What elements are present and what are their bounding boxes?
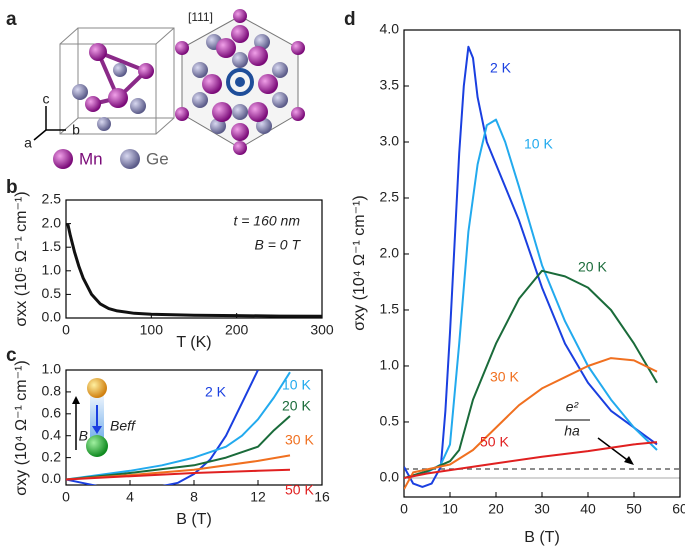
series-line (66, 223, 322, 318)
y-tick-label: 0.8 (42, 383, 62, 399)
plot-frame (403, 29, 681, 498)
series-line (66, 415, 291, 481)
panel-label: b (6, 177, 18, 198)
axis-a: a (24, 135, 32, 151)
y-tick-label: 1.0 (42, 262, 62, 278)
x-tick-label: 4 (126, 489, 134, 505)
series-label: 2 K (490, 60, 512, 76)
y-tick-label: 0.0 (42, 470, 62, 486)
x-tick-label: 60 (672, 501, 685, 517)
y-axis-title: σxy (10⁴ Ω⁻¹ cm⁻¹) (351, 195, 368, 330)
plot-frame (65, 369, 323, 486)
reference-numerator: e² (566, 399, 580, 415)
x-tick-label: 40 (580, 501, 596, 517)
plot-frame (65, 199, 323, 319)
x-tick-label: 0 (62, 489, 70, 505)
x-tick-label: 10 (442, 501, 458, 517)
series-label: 50 K (285, 482, 314, 498)
x-tick-label: 200 (225, 322, 249, 338)
arrow-head (624, 456, 634, 465)
y-tick-label: 0.0 (380, 469, 400, 485)
chart-panel: b 0 100 200 300 0.0 0.5 1.0 1.5 2.0 2.5 T (K) σxx (1… (6, 177, 334, 351)
species-label: Ge (146, 149, 169, 168)
x-axis-title: T (K) (176, 334, 211, 351)
x-axis-title: B (T) (176, 511, 212, 528)
y-tick-label: 0.5 (42, 285, 62, 301)
y-tick-label: 0.5 (380, 413, 400, 429)
y-tick-label: 1.0 (380, 357, 400, 373)
y-tick-label: 3.5 (380, 77, 400, 93)
direction-label: [111] (188, 10, 213, 24)
x-tick-label: 12 (250, 489, 266, 505)
annotation: B (79, 428, 88, 444)
y-tick-label: 2.5 (42, 191, 62, 207)
series-line (66, 370, 259, 485)
axes-triad (33, 106, 66, 141)
y-tick-label: 1.5 (42, 238, 62, 254)
series-label: 10 K (524, 136, 553, 152)
y-tick-label: 0.4 (42, 426, 62, 442)
series-label: 30 K (490, 369, 519, 385)
x-tick-label: 0 (62, 322, 70, 338)
species-label: Mn (79, 149, 103, 168)
series-line (66, 371, 291, 481)
x-axis-title: B (T) (524, 529, 560, 546)
y-axis-title: σxy (10⁴ Ω⁻¹ cm⁻¹) (13, 360, 30, 495)
panel-label: c (6, 345, 17, 366)
panel-a: a c a b [111] (6, 9, 305, 169)
arrow (597, 437, 631, 463)
y-tick-label: 0.2 (42, 448, 62, 464)
y-tick-label: 3.0 (380, 133, 400, 149)
y-tick-label: 4.0 (380, 21, 400, 37)
inset-c (72, 378, 108, 457)
y-tick-label: 1.0 (42, 361, 62, 377)
series-line (404, 357, 658, 490)
series-line (404, 269, 658, 479)
axis-b: b (72, 122, 80, 138)
x-tick-label: 8 (190, 489, 198, 505)
series-label: 10 K (282, 377, 311, 393)
series-label: 50 K (480, 434, 509, 450)
reference-denominator: ha (564, 423, 580, 439)
x-tick-label: 30 (534, 501, 550, 517)
chart-panel: d 0 10 20 30 40 50 60 0.0 0.5 1.0 1.5 2.0 2.5 3.0 3.5 4.… (344, 9, 685, 546)
atoms (72, 43, 154, 131)
x-tick-label: 16 (314, 489, 330, 505)
hex-structure (175, 9, 305, 155)
series-label: 2 K (205, 384, 227, 400)
cube-structure (59, 27, 175, 135)
annotation: Beff (110, 418, 137, 434)
axis-c: c (43, 91, 50, 107)
ge-swatch (120, 149, 140, 169)
series-label: 30 K (285, 432, 314, 448)
y-axis-title: σxx (10⁵ Ω⁻¹ cm⁻¹) (13, 191, 30, 326)
panel-label: d (344, 9, 356, 30)
mn-swatch (53, 149, 73, 169)
x-tick-label: 50 (626, 501, 642, 517)
y-tick-label: 2.0 (42, 214, 62, 230)
series-label: 20 K (282, 398, 311, 414)
annotation: B = 0 T (254, 237, 301, 253)
y-tick-label: 2.0 (380, 245, 400, 261)
chart-panel: c 0 4 8 12 16 0.0 0.2 0.4 0.6 0.8 1.0 B (T) σxy (10⁴ … (6, 345, 330, 528)
y-tick-label: 1.5 (380, 301, 400, 317)
series-label: 20 K (578, 259, 607, 275)
y-tick-label: 0.6 (42, 405, 62, 421)
annotation: t = 160 nm (233, 213, 300, 229)
y-tick-label: 2.5 (380, 189, 400, 205)
y-tick-label: 0.0 (42, 309, 62, 325)
series-line (404, 118, 658, 479)
x-tick-label: 300 (310, 322, 334, 338)
x-tick-label: 100 (140, 322, 164, 338)
x-tick-label: 20 (488, 501, 504, 517)
series-line (404, 45, 658, 488)
x-tick-label: 0 (400, 501, 408, 517)
series-line (66, 468, 291, 481)
panel-label: a (6, 9, 17, 30)
series-line (404, 441, 658, 479)
